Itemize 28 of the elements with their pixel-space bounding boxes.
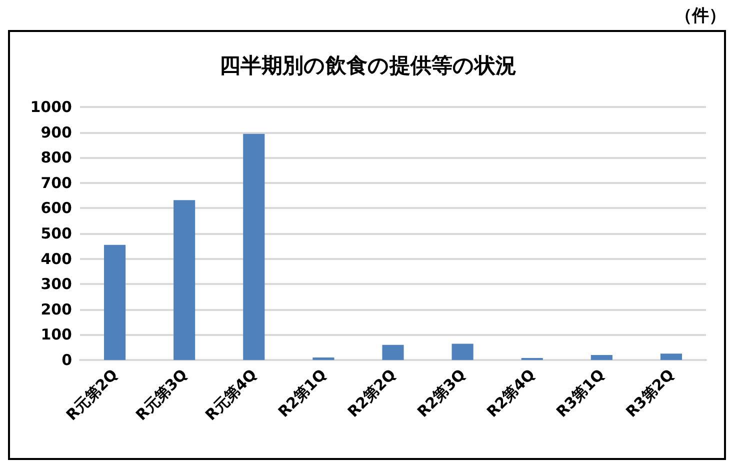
- x-tick-label: R元第3Q: [132, 366, 191, 424]
- x-tick-label: R2第1Q: [274, 366, 330, 421]
- bar: [590, 354, 612, 360]
- y-tick-label: 100: [40, 326, 72, 344]
- x-tick-label: R2第3Q: [414, 366, 469, 421]
- bar: [174, 200, 196, 360]
- bar: [660, 354, 682, 360]
- x-tick-label: R2第4Q: [483, 366, 538, 421]
- x-tick-label: R元第4Q: [202, 366, 260, 424]
- y-tick-label: 300: [40, 275, 72, 294]
- bar: [104, 244, 126, 360]
- bar: [452, 344, 474, 360]
- bar: [243, 134, 265, 360]
- x-tick-label: R2第2Q: [344, 366, 400, 421]
- bar: [382, 344, 404, 360]
- y-tick-label: 400: [40, 250, 72, 268]
- x-tick-label: R3第1Q: [552, 366, 608, 421]
- y-tick-label: 1000: [30, 98, 72, 116]
- y-tick-label: 900: [40, 123, 72, 142]
- y-tick-label: 600: [40, 199, 72, 218]
- y-tick-label: 800: [40, 148, 72, 167]
- y-tick-label: 500: [40, 224, 72, 242]
- y-tick-label: 200: [40, 300, 72, 318]
- x-tick-label: R3第2Q: [622, 366, 678, 421]
- y-tick-label: 700: [40, 174, 72, 192]
- chart-title: 四半期別の飲食の提供等の状況: [220, 54, 516, 78]
- y-axis-title: （件）: [675, 5, 726, 27]
- bar: [312, 357, 334, 360]
